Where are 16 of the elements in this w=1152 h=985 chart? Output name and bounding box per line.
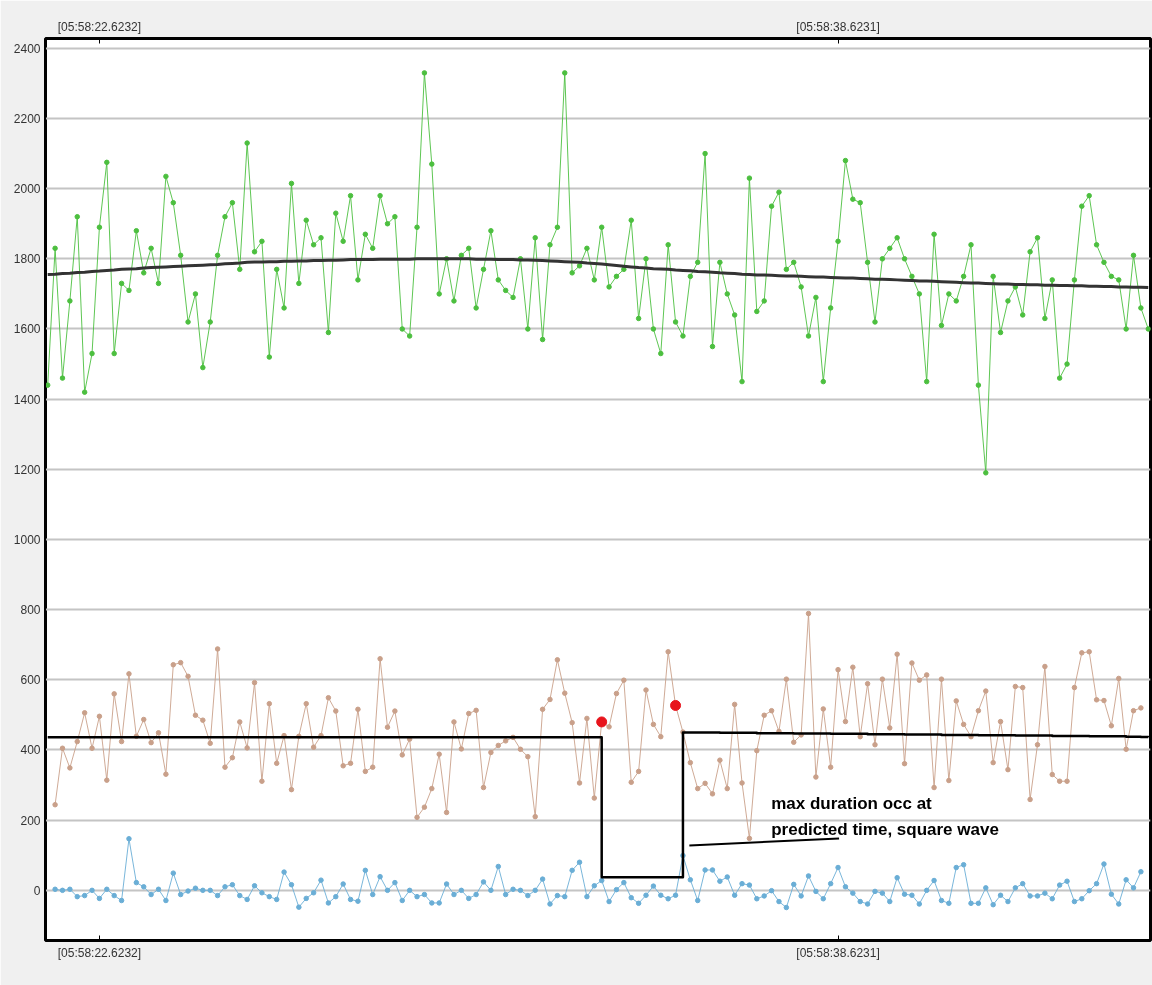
y-tick-label: 800 — [20, 603, 41, 618]
y-tick-label: 2000 — [13, 182, 41, 197]
y-tick-label: 1600 — [13, 322, 41, 337]
y-tick-label: 1200 — [13, 462, 41, 477]
category-label: [05:58:22.6232] — [57, 945, 142, 960]
category-label: [05:58:38.6231] — [796, 945, 880, 960]
y-tick-label: 600 — [20, 673, 41, 688]
y-tick-label: 1000 — [13, 532, 41, 547]
y-tick-label: 1400 — [13, 392, 41, 407]
y-tick-label: 2400 — [13, 41, 41, 56]
y-tick-label: 2200 — [13, 111, 41, 126]
annotation: max duration occ at predicted time, square wave — [771, 793, 999, 839]
y-tick-label: 0 — [33, 883, 41, 898]
y-tick-label: 400 — [20, 743, 41, 758]
y-tick-label: 200 — [20, 813, 41, 828]
y-tick-label: 1800 — [13, 252, 41, 267]
